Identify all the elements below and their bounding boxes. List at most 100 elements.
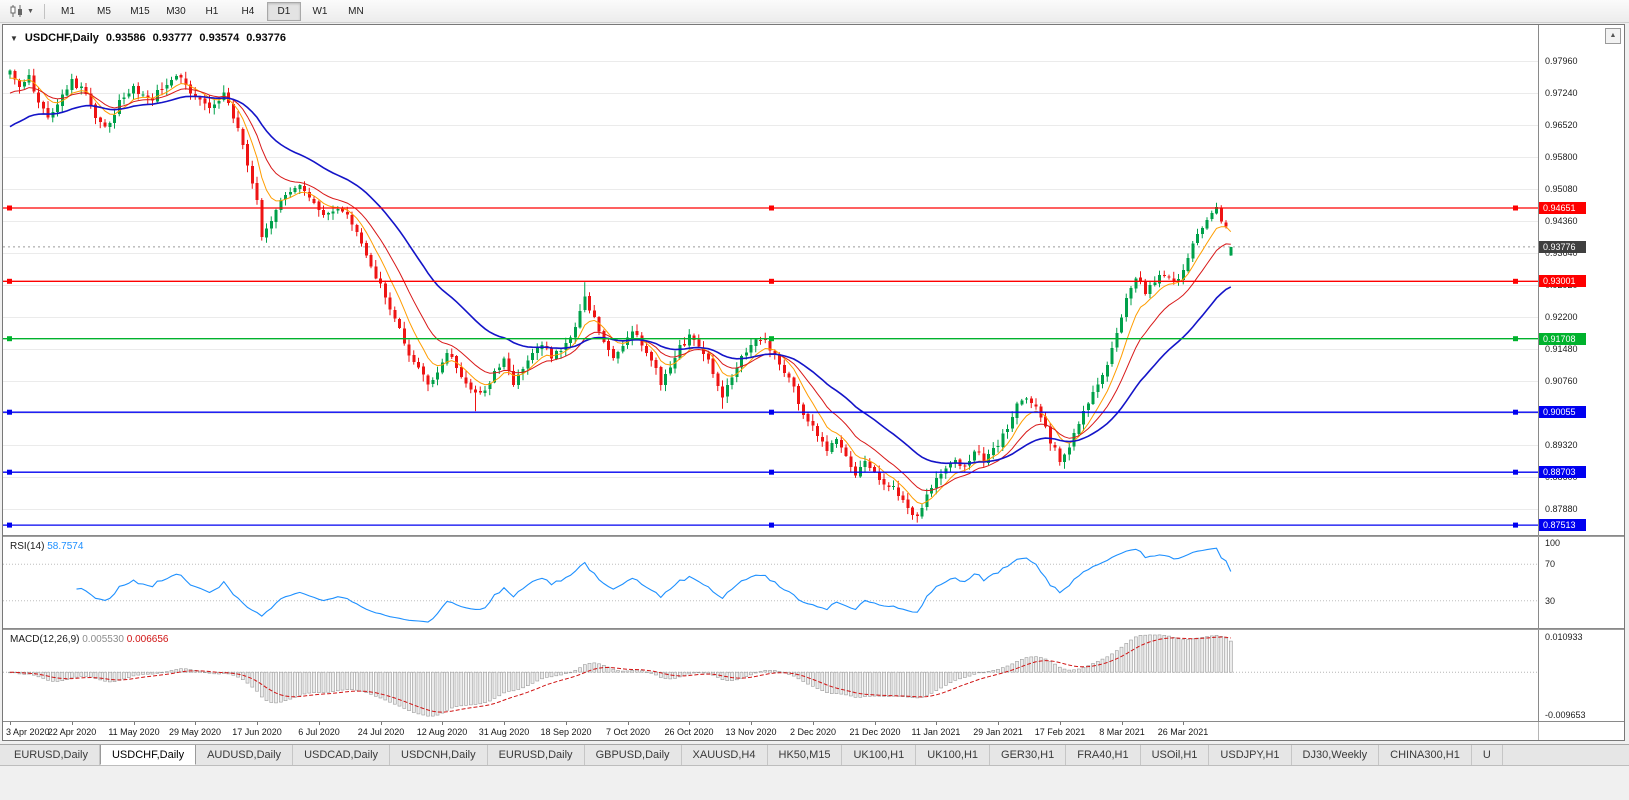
rsi-axis[interactable]: 100 70 30: [1538, 537, 1624, 628]
chart-tab-usoil-h1[interactable]: USOil,H1: [1141, 745, 1210, 765]
period-button-m1[interactable]: M1: [60, 5, 75, 17]
date-label: 26 Mar 2021: [1157, 727, 1209, 737]
period-button-h1[interactable]: H1: [205, 5, 219, 17]
pane-divider[interactable]: [3, 628, 1624, 630]
period-button-m30[interactable]: M30: [166, 5, 186, 17]
period-buttons: M1 M5 M15 M30 H1 H4 D1 W1 MN: [50, 1, 374, 21]
chart-tab-fra40-h1[interactable]: FRA40,H1: [1066, 745, 1141, 765]
rsi-value: 58.7574: [47, 541, 84, 552]
line-handle[interactable]: [769, 278, 774, 284]
line-handle[interactable]: [7, 336, 12, 342]
line-handle[interactable]: [1513, 278, 1518, 284]
period-button-m15[interactable]: M15: [130, 5, 150, 17]
line-handle[interactable]: [769, 469, 774, 475]
chart-tab-uk100-h1[interactable]: UK100,H1: [842, 745, 917, 765]
chart-tab-u[interactable]: U: [1472, 745, 1503, 765]
price-tick-label: 0.93640: [1545, 248, 1578, 258]
line-handle[interactable]: [7, 409, 12, 415]
price-tick-label: 0.97960: [1545, 56, 1578, 66]
date-label: 24 Jul 2020: [357, 727, 405, 737]
macd-signal-value: 0.006656: [126, 634, 169, 645]
tab-label: DJ30,Weekly: [1302, 749, 1368, 761]
date-tick: [10, 722, 11, 725]
line-handle[interactable]: [769, 336, 774, 342]
line-handle[interactable]: [1513, 522, 1518, 528]
period-button-d1[interactable]: D1: [266, 1, 301, 21]
date-label: 6 Jul 2020: [298, 727, 340, 737]
line-handle[interactable]: [1513, 409, 1518, 415]
period-button-m5[interactable]: M5: [96, 5, 111, 17]
line-handle[interactable]: [7, 522, 12, 528]
macd-tick-label: -0.009653: [1545, 710, 1586, 720]
date-label: 29 May 2020: [168, 727, 222, 737]
chart-tab-hk50-m15[interactable]: HK50,M15: [768, 745, 843, 765]
line-handle[interactable]: [769, 205, 774, 211]
chart-type-button[interactable]: ▼: [4, 2, 39, 20]
line-handle[interactable]: [1513, 336, 1518, 342]
price-tick-label: 0.95800: [1545, 152, 1578, 162]
price-pane[interactable]: 0.97960 0.97240 0.96520 0.95800 0.95080 0.943…: [3, 25, 1624, 535]
chart-tab-usdcad-daily[interactable]: USDCAD,Daily: [293, 745, 391, 765]
date-label: 31 Aug 2020: [478, 727, 530, 737]
line-handle[interactable]: [7, 205, 12, 211]
current-price-label: 0.93776: [1539, 241, 1586, 253]
tab-label: EURUSD,Daily: [498, 749, 573, 761]
axis-corner-divider: [1538, 722, 1539, 740]
date-tick: [504, 722, 505, 725]
chart-tab-usdcnh-daily[interactable]: USDCNH,Daily: [390, 745, 488, 765]
price-line-label: 0.91708: [1539, 333, 1586, 345]
collapse-icon[interactable]: ▼: [10, 33, 18, 43]
macd-canvas[interactable]: [3, 630, 1538, 721]
price-axis[interactable]: 0.97960 0.97240 0.96520 0.95800 0.95080 0.943…: [1538, 25, 1624, 535]
scroll-up-button[interactable]: ▲: [1605, 28, 1621, 44]
period-button-mn[interactable]: MN: [348, 5, 364, 17]
tab-label: USDCHF,Daily: [111, 748, 185, 761]
chart-tab-china300-h1[interactable]: CHINA300,H1: [1379, 745, 1472, 765]
tab-label: AUDUSD,Daily: [207, 749, 282, 761]
price-line-label: 0.93001: [1539, 275, 1586, 287]
chart-tab-dj30-weekly[interactable]: DJ30,Weekly: [1292, 745, 1380, 765]
tab-label: USDJPY,H1: [1220, 749, 1280, 761]
rsi-canvas[interactable]: [3, 537, 1538, 628]
line-handle[interactable]: [7, 469, 12, 475]
period-button-w1[interactable]: W1: [312, 5, 328, 17]
time-axis[interactable]: 3 Apr 2020 22 Apr 2020 11 May 2020 29 May 2…: [3, 721, 1624, 740]
chart-tab-gbpusd-daily[interactable]: GBPUSD,Daily: [585, 745, 682, 765]
close-value: 0.93776: [246, 32, 286, 44]
chart-tab-ger30-h1[interactable]: GER30,H1: [990, 745, 1067, 765]
macd-pane[interactable]: 0.010933 -0.009653 MACD(12,26,9) 0.005530…: [3, 630, 1624, 721]
tab-label: USDCAD,Daily: [304, 749, 379, 761]
price-line-label: 0.94651: [1539, 202, 1586, 214]
rsi-tick-label: 70: [1545, 559, 1556, 569]
line-handle[interactable]: [7, 278, 12, 284]
price-tick-label: 0.94360: [1545, 216, 1578, 226]
period-button-h4[interactable]: H4: [241, 5, 255, 17]
chart-tab-uk100-h1[interactable]: UK100,H1: [916, 745, 991, 765]
ma-line-slow: [9, 95, 1232, 465]
price-tick-label: 0.90760: [1545, 376, 1578, 386]
date-label: 11 Jan 2021: [911, 727, 961, 737]
tab-label: USDCNH,Daily: [401, 749, 476, 761]
date-tick: [998, 722, 999, 725]
rsi-pane[interactable]: 100 70 30 RSI(14) 58.7574: [3, 537, 1624, 628]
pane-divider[interactable]: [3, 535, 1624, 537]
chart-tab-eurusd-daily[interactable]: EURUSD,Daily: [488, 745, 585, 765]
chart-tab-usdjpy-h1[interactable]: USDJPY,H1: [1209, 745, 1292, 765]
date-tick: [1060, 722, 1061, 725]
price-chart-canvas[interactable]: [3, 25, 1538, 535]
line-handle[interactable]: [1513, 469, 1518, 475]
chart-tab-xauusd-h4[interactable]: XAUUSD,H4: [682, 745, 768, 765]
line-handle[interactable]: [769, 409, 774, 415]
chart-tab-audusd-daily[interactable]: AUDUSD,Daily: [196, 745, 294, 765]
macd-histogram: [8, 634, 1233, 717]
chart-tab-eurusd-daily[interactable]: EURUSD,Daily: [3, 745, 100, 765]
tab-label: CHINA300,H1: [1390, 749, 1460, 761]
candlestick-chart-icon: [10, 5, 22, 17]
line-handle[interactable]: [769, 522, 774, 528]
macd-axis[interactable]: 0.010933 -0.009653: [1538, 630, 1624, 721]
line-handle[interactable]: [1513, 205, 1518, 211]
low-value: 0.93574: [199, 32, 240, 44]
tab-label: HK50,M15: [778, 749, 831, 761]
chart-tab-usdchf-daily[interactable]: USDCHF,Daily: [99, 745, 197, 765]
